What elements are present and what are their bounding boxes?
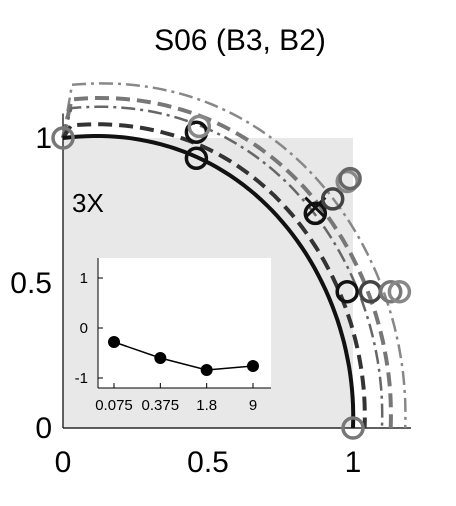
y-tick-label: 0.5 [10,267,52,300]
inset-x-tick-label: 0.075 [95,397,133,414]
data-point [184,146,209,171]
data-point [338,166,362,191]
x-tick-label: 1 [345,446,362,479]
data-point [51,126,75,150]
data-point [341,416,365,440]
data-point [387,279,412,304]
x-tick-label: 0.5 [187,446,229,479]
inset-data-point [200,364,213,376]
curve-dashed [61,122,367,429]
y-tick-label: 1 [35,122,52,155]
curve-solid [62,134,356,429]
data-point [335,279,359,304]
curve-dashdot [61,105,384,429]
curve-dashed [61,95,393,429]
inset-data-point [247,360,259,372]
inset-x-tick-label: 0.375 [142,397,180,414]
chart-title: S06 (B3, B2) [154,24,326,57]
y-tick-label: 0 [35,412,52,445]
inset-x-tick-label: 1.8 [196,397,217,414]
data-point [303,201,328,226]
inset-y-tick-label: 1 [80,270,88,287]
curves-layer [61,82,407,429]
inset-data-point [108,336,120,348]
points-layer [51,114,412,440]
inset-background [98,258,271,388]
inset-y-tick-label: 0 [80,320,88,337]
inset-series-line [113,341,254,371]
data-point [187,114,212,139]
inset-x-tick-label: 9 [249,397,257,414]
data-point [320,187,345,211]
data-point [378,279,403,304]
inset-y-tick-label: -1 [75,370,88,387]
curve-dashdot [61,82,407,429]
main-tick-labels: 0 0.5 1 0 0.5 1 [10,122,361,479]
x-tick-label: 0 [55,446,72,479]
inset-data-point [154,352,167,364]
panel-label: 3X [72,188,104,218]
inset-chart: -1 0 1 0.075 0.375 1.8 9 [75,258,271,414]
data-point [335,169,359,194]
